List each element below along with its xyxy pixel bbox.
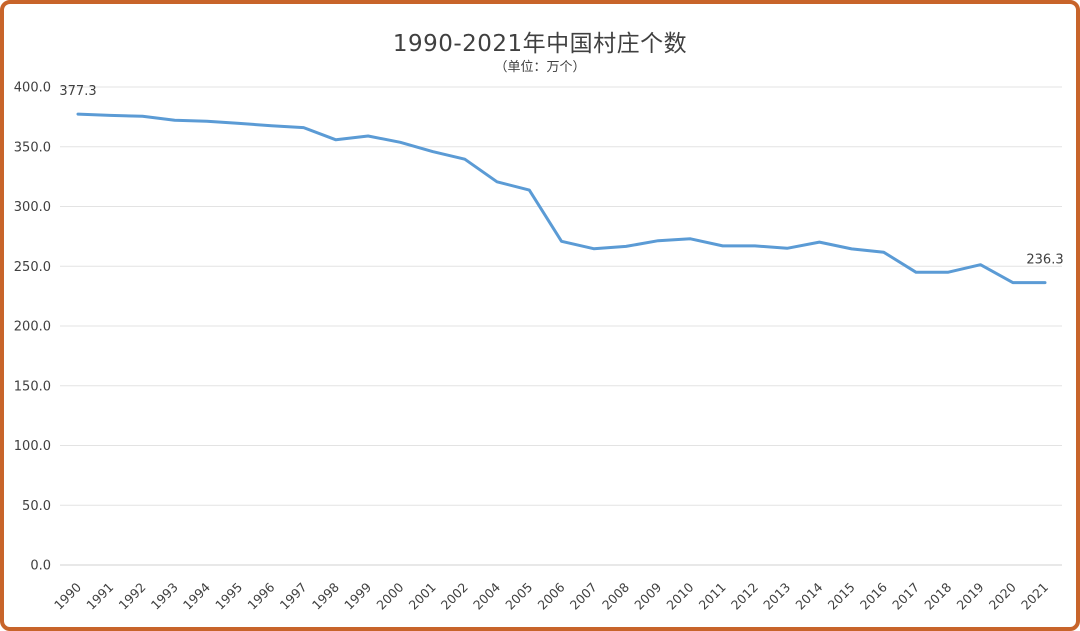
x-tick-label: 2006 — [535, 579, 568, 612]
y-tick-label: 100.0 — [14, 439, 51, 454]
x-tick-label: 1996 — [244, 579, 277, 612]
chart-subtitle: （单位：万个） — [494, 60, 586, 75]
x-tick-label: 1998 — [309, 579, 342, 612]
y-tick-label: 150.0 — [14, 379, 51, 394]
x-tick-label: 2013 — [760, 580, 793, 613]
y-tick-label: 0.0 — [30, 559, 51, 574]
data-label: 377.3 — [59, 84, 96, 99]
x-tick-label: 2017 — [889, 580, 922, 613]
x-tick-label: 2014 — [792, 579, 825, 612]
y-tick-label: 300.0 — [14, 200, 51, 215]
gridlines — [60, 86, 1062, 566]
x-tick-label: 2007 — [567, 580, 600, 613]
series-line-0 — [76, 112, 1047, 285]
x-tick-label: 2010 — [663, 579, 696, 612]
x-tick-label: 2001 — [406, 580, 439, 613]
y-tick-label: 350.0 — [14, 140, 51, 155]
x-tick-label: 2004 — [470, 579, 503, 612]
x-tick-label: 2018 — [921, 579, 954, 612]
x-tick-label: 2005 — [502, 580, 535, 613]
data-labels: 377.3 236.3 — [59, 84, 1063, 267]
x-tick-label: 1995 — [212, 580, 245, 613]
y-tick-label: 200.0 — [14, 320, 51, 335]
y-tick-label: 400.0 — [14, 81, 51, 96]
x-tick-label: 2016 — [857, 579, 890, 612]
x-tick-label: 1994 — [180, 579, 213, 612]
x-tick-label: 2015 — [825, 580, 858, 613]
x-tick-label: 2000 — [373, 579, 406, 612]
x-tick-label: 1999 — [341, 579, 374, 612]
x-tick-label: 2012 — [728, 580, 761, 613]
x-tick-label: 2002 — [438, 580, 471, 613]
x-tick-label: 2021 — [1018, 580, 1051, 613]
y-axis: 0.0 50.0 100.0 150.0 200.0 250.0 300.0 350.0 400… — [14, 81, 51, 574]
x-tick-label: 2019 — [954, 579, 987, 612]
y-tick-label: 250.0 — [14, 260, 51, 275]
x-tick-label: 2009 — [631, 579, 664, 612]
x-tick-label: 1993 — [148, 580, 181, 613]
x-tick-label: 1991 — [83, 580, 116, 613]
data-label: 236.3 — [1026, 253, 1063, 268]
x-tick-label: 1997 — [277, 580, 310, 613]
x-tick-label: 2008 — [599, 579, 632, 612]
y-tick-label: 50.0 — [22, 499, 51, 514]
x-tick-label: 2020 — [986, 579, 1019, 612]
chart-title: 1990-2021年中国村庄个数 — [392, 31, 688, 57]
x-tick-label: 1992 — [115, 580, 148, 613]
x-tick-label: 1990 — [51, 579, 84, 612]
series-layer — [76, 112, 1047, 285]
x-tick-label: 2011 — [696, 580, 729, 613]
x-axis: 1990 1991 1992 1993 1994 1995 1996 1997 1998 1999… — [51, 579, 1051, 612]
